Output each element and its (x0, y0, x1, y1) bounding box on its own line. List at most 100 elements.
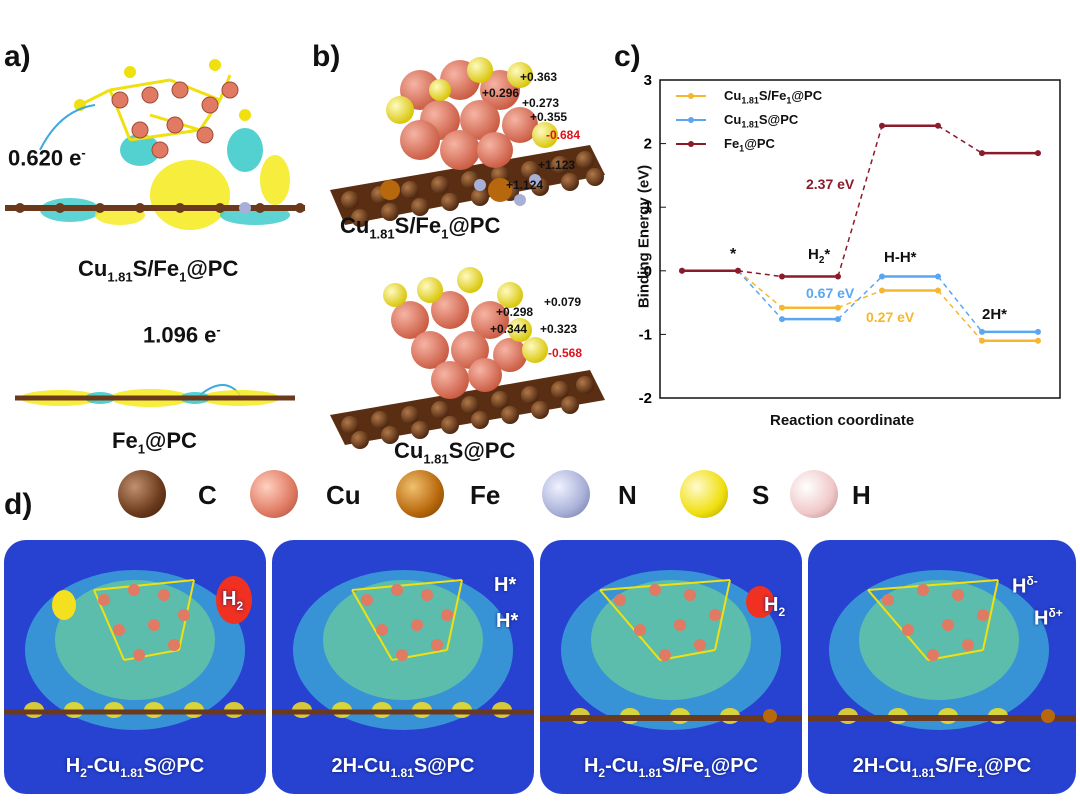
charge-density-map (540, 570, 802, 730)
transition-line (737, 270, 783, 278)
transition-line (837, 275, 883, 320)
legend-label: Cu1.81S/Fe1@PC (724, 88, 823, 106)
y-tick-label: 2 (644, 136, 652, 153)
atom-label-c: C (198, 480, 217, 510)
series-1 (679, 267, 1041, 335)
barrier-label-cusfe: 0.27 eV (866, 309, 915, 325)
y-tick-label: 0 (644, 263, 652, 280)
panel-b-illustration (330, 57, 605, 449)
barrier-label-fe: 2.37 eV (806, 176, 855, 192)
adsorbate-label-h2: H2 (222, 588, 244, 613)
x-axis-label: Reaction coordinate (770, 412, 915, 429)
plot-frame (659, 79, 1061, 399)
atom-ball-cu (250, 470, 298, 518)
adsorbate-label-hstar: H* (494, 574, 517, 596)
panel-a-illustration (5, 59, 305, 407)
charge-density-panel-4: Hδ- Hδ+ 2H-Cu1.81S/Fe1@PC (808, 540, 1076, 794)
charge-label: +0.355 (530, 110, 568, 124)
y-tick-label: -1 (639, 326, 652, 343)
data-point (979, 328, 985, 335)
state-label-hh: H-H* (884, 249, 917, 266)
atom-ball-s (680, 470, 728, 518)
legend-label: Cu1.81S@PC (724, 112, 799, 130)
caption-b-top: Cu1.81S/Fe1@PC (340, 213, 501, 242)
charge-density-panel-3: H2 H2-Cu1.81S/Fe1@PC (540, 540, 802, 794)
data-point (679, 267, 685, 274)
charge-label: +0.273 (522, 96, 560, 110)
caption-a-top: Cu1.81S/Fe1@PC (78, 256, 239, 285)
series-2 (679, 122, 1041, 280)
transition-line (837, 125, 883, 277)
adsorbate-label-hstar: H* (496, 610, 519, 632)
atom-label-cu: Cu (326, 480, 361, 510)
charge-label-negative: -0.684 (546, 128, 581, 142)
atom-ball-c (118, 470, 166, 518)
panel-d-caption: H2-Cu1.81S/Fe1@PC (583, 755, 759, 780)
data-point (735, 267, 741, 274)
data-point (1035, 328, 1041, 335)
data-point (879, 122, 885, 129)
y-tick-label: 1 (644, 199, 652, 216)
data-point (779, 304, 785, 311)
state-label-star: * (730, 246, 737, 263)
data-point (1035, 337, 1041, 344)
atom-ball-h (790, 470, 838, 518)
atom-ball-fe (396, 470, 444, 518)
panel-label-d: d) (4, 488, 33, 521)
charge-label: +1.123 (538, 158, 576, 172)
charge-transfer-top: 0.620 e- (8, 145, 86, 171)
charge-label: +0.363 (520, 70, 558, 84)
data-point (779, 273, 785, 280)
transition-line (737, 270, 783, 309)
charge-transfer-bottom: 1.096 e- (143, 322, 221, 348)
panel-label-b: b) (312, 40, 341, 73)
data-point (979, 150, 985, 157)
legend-label: Fe1@PC (724, 136, 775, 154)
charge-label: +0.298 (496, 305, 534, 319)
atom-label-fe: Fe (470, 480, 501, 510)
data-point (879, 287, 885, 294)
charge-density-map (272, 570, 534, 730)
caption-b-bottom: Cu1.81S@PC (394, 438, 516, 467)
panel-label-c: c) (614, 40, 641, 73)
adsorbate-label-h2: H2 (764, 594, 786, 619)
charge-label: +1.124 (506, 178, 544, 192)
transition-line (937, 125, 983, 154)
adsorbate-label-hdelta-plus: Hδ+ (1034, 606, 1063, 630)
barrier-label-cus: 0.67 eV (806, 285, 855, 301)
charge-density-map (4, 570, 266, 730)
state-label-2h: 2H* (982, 306, 1008, 323)
data-point (979, 337, 985, 344)
panel-d-caption: H2-Cu1.81S@PC (65, 755, 205, 780)
transition-line (937, 276, 983, 333)
charge-label: +0.323 (540, 322, 578, 336)
charge-label: +0.344 (490, 322, 528, 336)
chart-legend (676, 93, 706, 147)
data-point (779, 316, 785, 323)
panel-d-caption: 2H-Cu1.81S@PC (331, 755, 475, 780)
caption-a-bottom: Fe1@PC (112, 428, 197, 457)
adsorbate-label-hdelta-minus: Hδ- (1012, 574, 1038, 598)
atom-label-s: S (752, 480, 770, 510)
panel-label-a: a) (4, 40, 31, 73)
atom-label-n: N (618, 480, 637, 510)
atom-label-h: H (852, 480, 871, 510)
transition-line (737, 270, 783, 320)
y-axis-label: Binding Energy (eV) (635, 164, 653, 309)
charge-density-map (808, 570, 1076, 730)
state-label-h2: H2* (808, 246, 831, 266)
data-point (879, 273, 885, 280)
charge-density-panel-1: H2 H2-Cu1.81S@PC (4, 540, 266, 794)
atom-ball-n (542, 470, 590, 518)
panel-d-caption: 2H-Cu1.81S/Fe1@PC (852, 755, 1032, 780)
transition-line (837, 289, 883, 309)
charge-label-negative: -0.568 (548, 346, 583, 360)
binding-energy-chart: -2 -1 0 1 2 3 (639, 72, 1061, 407)
charge-label: +0.296 (482, 86, 520, 100)
y-tick-label: -2 (639, 390, 652, 407)
charge-label: +0.079 (544, 295, 582, 309)
transition-line (937, 290, 983, 342)
y-tick-label: 3 (644, 72, 652, 89)
data-point (1035, 150, 1041, 157)
charge-density-panel-2: H* H* 2H-Cu1.81S@PC (272, 540, 534, 794)
